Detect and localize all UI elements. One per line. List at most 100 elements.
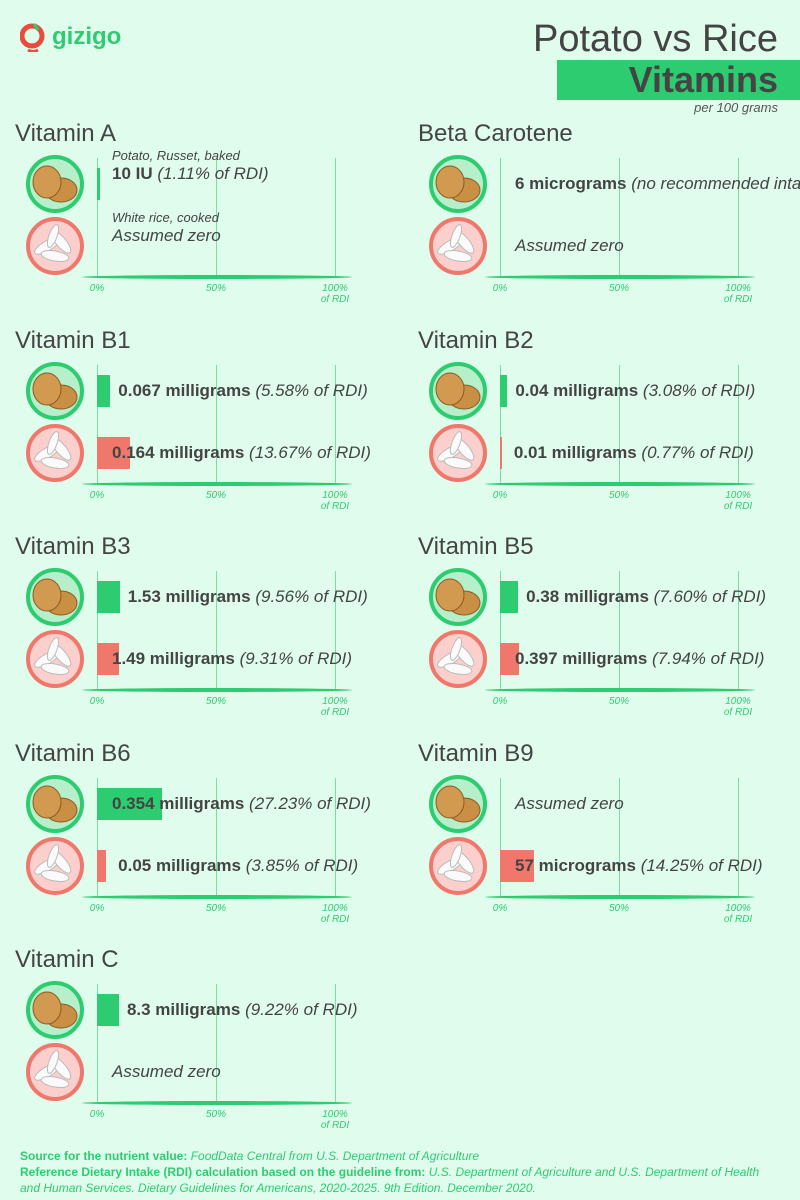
- note: (3.08% of RDI): [642, 380, 756, 400]
- tick-label: 100% of RDI: [320, 696, 350, 718]
- food-name: White rice, cooked: [112, 210, 219, 225]
- potato-value-label: Assumed zero: [515, 794, 624, 814]
- panel-title: Vitamin B5: [418, 533, 534, 560]
- gridline: [619, 571, 620, 689]
- potato-value-label: Potato, Russet, baked 10 IU (1.11% of RDI…: [112, 148, 269, 184]
- rice-icon: [25, 629, 85, 694]
- amount: 0.397 milligrams: [515, 649, 648, 668]
- note: (9.22% of RDI): [245, 1000, 358, 1019]
- panel-vitamin-b2: Vitamin B2 0% 50% 100% of RDI 0.04 milligrams…: [403, 327, 800, 540]
- gridline: [97, 571, 98, 689]
- amount: 1.49 milligrams: [112, 649, 235, 668]
- tick-label: 100% of RDI: [320, 902, 350, 925]
- rice-value-label: Assumed zero: [112, 1062, 221, 1082]
- page-subtitle: Vitamins: [628, 59, 778, 100]
- potato-icon: [25, 774, 85, 839]
- tick-label: 50%: [205, 1109, 226, 1120]
- tick-label: 100% of RDI: [723, 696, 753, 718]
- axis-suffix: of RDI: [723, 707, 753, 718]
- note: (7.94% of RDI): [652, 649, 765, 668]
- axis-line: [82, 1101, 352, 1105]
- potato-icon: [25, 154, 85, 219]
- rice-bar: [97, 643, 120, 675]
- amount: 0.01 milligrams: [513, 442, 637, 462]
- panel-title: Vitamin A: [15, 120, 116, 147]
- panel-vitamin-b9: Vitamin B9 0% 50% 100% of RDI Assumed zero 57 …: [403, 740, 800, 953]
- gridline: [738, 571, 739, 689]
- axis-line: [485, 688, 755, 692]
- tick-label: 50%: [608, 283, 629, 294]
- gridline: [500, 364, 501, 483]
- potato-bar: [97, 168, 100, 200]
- rice-icon: [25, 1042, 85, 1107]
- rice-bar: [500, 849, 534, 882]
- rice-value-label: 57 micrograms (14.25% of RDI): [515, 856, 763, 876]
- note: (9.56% of RDI): [255, 587, 368, 606]
- potato-value-label: 0.04 milligrams (3.08% of RDI): [515, 381, 755, 401]
- gridline: [619, 158, 620, 276]
- panel-title: Vitamin B6: [15, 739, 131, 767]
- potato-icon: [25, 980, 85, 1045]
- tick-label: 100% of RDI: [723, 489, 753, 512]
- axis-line: [82, 481, 352, 486]
- rdi-label: Reference Dietary Intake (RDI) calculati…: [20, 1165, 426, 1179]
- note: Assumed zero: [112, 226, 221, 245]
- rice-value-label: White rice, cooked Assumed zero: [112, 210, 221, 246]
- potato-bar: [97, 581, 120, 613]
- axis-suffix: of RDI: [320, 1120, 350, 1131]
- gridline: [738, 158, 739, 276]
- tick-label: 100% of RDI: [320, 489, 350, 512]
- potato-icon: [428, 774, 488, 839]
- potato-value-label: 0.38 milligrams (7.60% of RDI): [526, 587, 766, 607]
- tick-label: 0%: [89, 283, 105, 294]
- note: (1.11% of RDI): [157, 164, 269, 183]
- gizigo-logo-icon: [20, 23, 45, 52]
- page-title: Potato vs Rice: [533, 18, 778, 60]
- amount: 8.3 milligrams: [126, 1000, 241, 1019]
- rice-icon: [25, 216, 85, 281]
- amount: 0.354 milligrams: [112, 793, 245, 813]
- rice-bar: [97, 436, 130, 469]
- axis-suffix: of RDI: [320, 294, 350, 305]
- tick-label: 100% of RDI: [320, 283, 350, 305]
- amount: 0.164 milligrams: [112, 442, 245, 462]
- food-name: Potato, Russet, baked: [112, 148, 240, 163]
- gridline: [97, 984, 98, 1102]
- gridline: [216, 364, 217, 483]
- panel-beta-carotene: Beta Carotene 0% 50% 100% of RDI 6 micrograms…: [403, 120, 800, 333]
- gridline: [500, 158, 501, 276]
- tick-label: 50%: [608, 902, 629, 914]
- potato-icon: [428, 567, 488, 632]
- source-label: Source for the nutrient value:: [20, 1149, 188, 1163]
- panel-title: Vitamin B2: [418, 326, 534, 354]
- rice-icon: [428, 836, 488, 901]
- panel-title: Beta Carotene: [418, 120, 573, 147]
- potato-value-label: 8.3 milligrams (9.22% of RDI): [127, 1000, 358, 1020]
- subtitle-box: [557, 60, 800, 100]
- potato-value-label: 0.067 milligrams (5.58% of RDI): [118, 381, 367, 401]
- note: (3.85% of RDI): [245, 855, 359, 875]
- potato-value-label: 6 micrograms (no recommended intake): [515, 174, 800, 194]
- gridline: [216, 984, 217, 1102]
- potato-icon: [428, 361, 488, 426]
- amount: 6 micrograms: [515, 174, 627, 193]
- amount: 0.38 milligrams: [526, 587, 649, 606]
- amount: 0.05 milligrams: [118, 855, 241, 875]
- tick-label: 0%: [492, 902, 508, 914]
- note: (27.23% of RDI): [249, 793, 371, 813]
- source-text: FoodData Central from U.S. Department of…: [190, 1149, 480, 1163]
- potato-icon: [25, 567, 85, 632]
- note: (14.25% of RDI): [640, 855, 763, 875]
- tick-label: 0%: [492, 696, 508, 707]
- tick-label: 0%: [89, 489, 105, 501]
- tick-label: 100% of RDI: [723, 283, 753, 305]
- amount: 0.04 milligrams: [515, 380, 639, 400]
- note: (7.60% of RDI): [653, 587, 767, 606]
- gridline: [335, 158, 336, 276]
- axis-line: [485, 481, 755, 486]
- rdi-text: U.S. Department of Agriculture and U.S. …: [20, 1165, 760, 1195]
- tick-label: 0%: [492, 283, 508, 294]
- note: (13.67% of RDI): [249, 442, 371, 462]
- axis-line: [82, 275, 352, 279]
